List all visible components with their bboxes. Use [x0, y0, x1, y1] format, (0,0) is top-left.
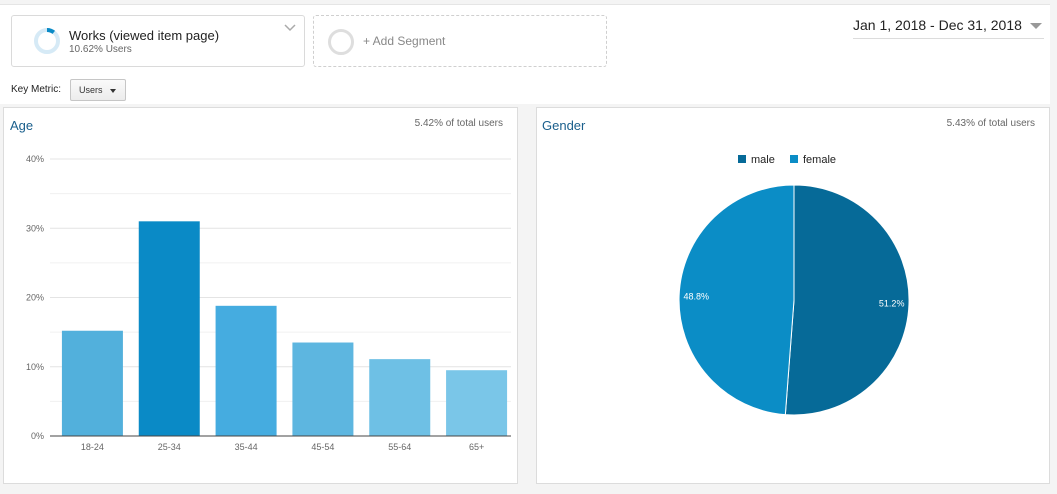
segment-subtitle: 10.62% Users — [69, 44, 132, 55]
bar-18-24[interactable] — [61, 330, 123, 436]
segment-ring-icon — [34, 28, 60, 54]
gender-card-note: 5.43% of total users — [946, 118, 1035, 129]
pie-slice-female[interactable] — [678, 184, 795, 416]
key-metric-value: Users — [79, 85, 103, 95]
key-metric-select[interactable]: Users — [70, 79, 126, 101]
bar-65+[interactable] — [446, 370, 508, 436]
x-tick-label: 25-34 — [158, 442, 181, 452]
caret-down-icon — [110, 89, 116, 93]
bar-35-44[interactable] — [215, 305, 277, 436]
report-header: Works (viewed item page) 10.62% Users + … — [0, 4, 1050, 104]
pie-slice-label: 51.2% — [879, 299, 905, 309]
age-card: 0% 10% 20% 30% 40% 18-24 25-34 35-44 45-54 55-64 6… — [3, 107, 518, 484]
segment-ring-arc — [46, 28, 56, 35]
date-range-label: Jan 1, 2018 - Dec 31, 2018 — [853, 17, 1022, 33]
date-range-picker[interactable]: Jan 1, 2018 - Dec 31, 2018 — [853, 17, 1044, 39]
legend-swatch — [738, 155, 746, 163]
gender-pie-chart: 51.2% 48.8% male female — [678, 154, 910, 416]
add-segment-circle-icon — [328, 29, 354, 55]
y-tick-label: 10% — [26, 362, 44, 372]
y-tick-label: 0% — [31, 431, 44, 441]
x-tick-label: 45-54 — [311, 442, 334, 452]
pie-slice-male[interactable] — [784, 184, 910, 416]
segment-works-viewed-item-page[interactable]: Works (viewed item page) 10.62% Users — [11, 15, 305, 67]
x-tick-label: 18-24 — [81, 442, 104, 452]
bar-55-64[interactable] — [369, 359, 431, 436]
add-segment-label: + Add Segment — [363, 34, 446, 48]
chevron-down-icon[interactable] — [284, 24, 296, 32]
age-bar-chart: 0% 10% 20% 30% 40% 18-24 25-34 35-44 45-54 55-64 6… — [26, 154, 511, 452]
add-segment-button[interactable]: + Add Segment — [313, 15, 607, 67]
legend-item-male[interactable]: male — [738, 154, 775, 166]
legend-label: male — [751, 154, 775, 166]
x-tick-label: 55-64 — [388, 442, 411, 452]
y-tick-label: 30% — [26, 223, 44, 233]
age-card-note: 5.42% of total users — [414, 118, 503, 129]
y-tick-label: 40% — [26, 154, 44, 164]
x-tick-label: 65+ — [469, 442, 484, 452]
legend-swatch — [790, 155, 798, 163]
legend-item-female[interactable]: female — [790, 154, 836, 166]
gender-card-title: Gender — [542, 118, 586, 133]
bar-25-34[interactable] — [138, 221, 200, 436]
segment-name: Works (viewed item page) — [69, 28, 220, 43]
age-card-title: Age — [10, 118, 34, 133]
legend-label: female — [803, 154, 836, 166]
caret-down-icon — [1029, 23, 1042, 29]
bar-45-54[interactable] — [292, 342, 354, 436]
pie-slice-label: 48.8% — [684, 291, 710, 301]
gender-card: 51.2% 48.8% male female Gender 5.43% of tot… — [536, 107, 1050, 484]
key-metric-label: Key Metric: — [11, 84, 62, 95]
y-tick-label: 20% — [26, 293, 44, 303]
x-tick-label: 35-44 — [235, 442, 258, 452]
